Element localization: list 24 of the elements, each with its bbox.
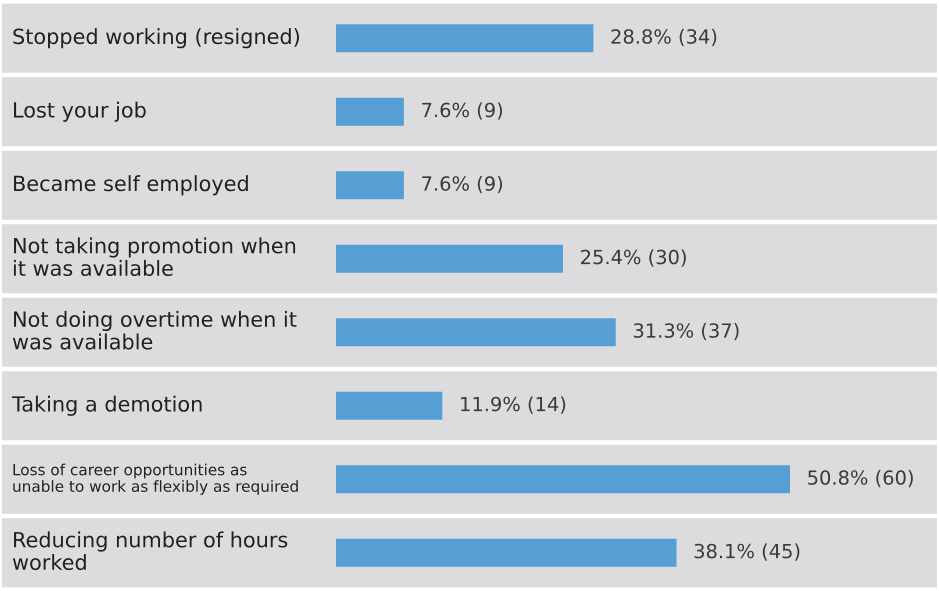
bar — [336, 465, 790, 494]
y-tick-label: Became self employed — [14, 175, 248, 196]
data-label: 7.6% (9) — [422, 102, 502, 120]
y-tick-label: Lost your job — [14, 102, 146, 122]
y-tick-label: Not taking promotion when it was available — [14, 237, 296, 276]
y-tick-label: Not doing overtime when it was available — [12, 310, 296, 350]
bar — [336, 538, 676, 567]
data-label: 38.1% (45) — [694, 543, 800, 561]
y-tick-label: Taking a demotion — [12, 396, 202, 416]
bar — [336, 318, 616, 346]
data-label: 11.9% (14) — [461, 396, 566, 414]
bar — [336, 171, 404, 200]
data-label: 31.3% (37) — [634, 322, 739, 340]
data-label: 28.8% (34) — [611, 28, 716, 46]
y-tick-label: Stopped working (resigned) — [13, 28, 299, 48]
data-label: 50.8% (60) — [808, 470, 913, 488]
bar — [336, 98, 404, 126]
data-label: 7.6% (9) — [422, 176, 502, 194]
bar — [336, 24, 594, 52]
y-tick-label: Loss of career opportunities as unable to work as flexibly as required — [13, 464, 298, 495]
bar — [336, 392, 442, 420]
bar — [336, 244, 563, 273]
data-label: 25.4% (30) — [581, 249, 686, 267]
y-tick-label: Reducing number of hours worked — [12, 531, 288, 570]
